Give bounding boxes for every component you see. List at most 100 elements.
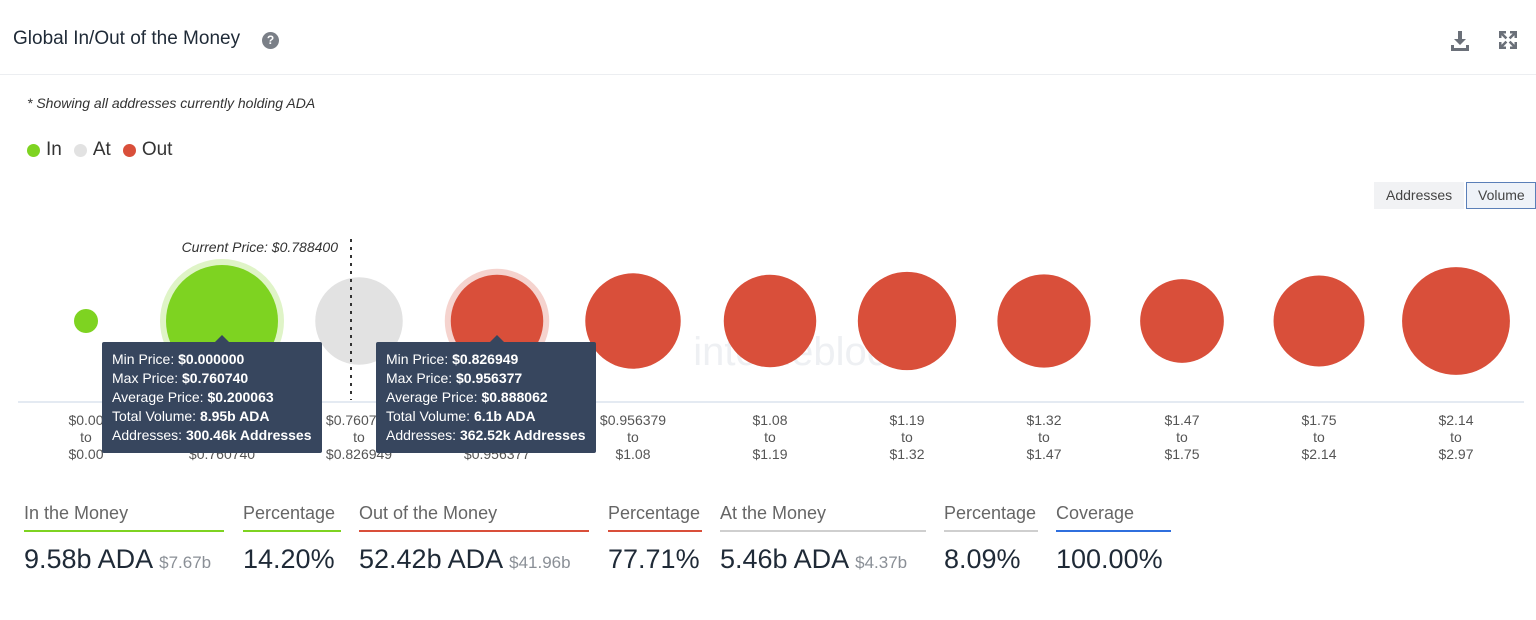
stat-usd: $41.96b xyxy=(509,553,571,572)
x-tick-to-value: $1.08 xyxy=(615,446,650,462)
tt-avg-price: $0.200063 xyxy=(207,389,274,405)
x-tick-to-value: $0.826949 xyxy=(326,446,392,462)
tt-label: Total Volume: xyxy=(112,408,200,424)
stat-label: Percentage xyxy=(243,503,341,532)
legend-dot-out xyxy=(122,143,136,157)
x-tick-to-value: $2.14 xyxy=(1301,446,1336,462)
legend-item-out[interactable]: Out xyxy=(122,139,173,161)
x-tick-to: to xyxy=(1450,429,1462,445)
x-tick-to: to xyxy=(1176,429,1188,445)
legend-dot-at xyxy=(73,143,87,157)
x-tick-to-value: $1.75 xyxy=(1164,446,1199,462)
x-tick-from: $0.760740 xyxy=(326,412,392,428)
stat-value: 77.71% xyxy=(608,544,700,574)
tt-min-price: $0.826949 xyxy=(452,351,519,367)
tooltip-in-bucket: Min Price: $0.000000 Max Price: $0.76074… xyxy=(102,335,322,453)
stat-label: Out of the Money xyxy=(359,503,589,532)
x-tick-from: $1.75 xyxy=(1301,412,1336,428)
tt-label: Addresses: xyxy=(112,427,186,443)
volume-toggle-button[interactable]: Volume xyxy=(1466,182,1536,209)
tt-label: Average Price: xyxy=(386,389,482,405)
x-tick-to: to xyxy=(80,429,92,445)
legend-dot-in xyxy=(27,143,40,157)
addresses-toggle-button[interactable]: Addresses xyxy=(1374,182,1465,209)
bubble-in-0[interactable] xyxy=(74,309,98,333)
bubble-out-8[interactable] xyxy=(1140,279,1224,363)
stat-in-the-money: In the Money 9.58b ADA $7.67b xyxy=(24,503,224,575)
stat-value: 100.00% xyxy=(1056,544,1163,574)
tooltip-arrow xyxy=(490,335,504,342)
stat-coverage: Coverage 100.00% xyxy=(1056,503,1171,575)
tt-volume: 6.1b ADA xyxy=(473,408,536,424)
bubble-out-6[interactable] xyxy=(857,271,957,371)
tt-label: Max Price: xyxy=(112,370,183,386)
expand-icon[interactable] xyxy=(1496,28,1520,52)
x-tick-from: $1.32 xyxy=(1026,412,1061,428)
tt-volume: 8.95b ADA xyxy=(199,408,270,424)
tt-label: Min Price: xyxy=(386,351,453,367)
x-tick-from: $1.47 xyxy=(1164,412,1199,428)
current-price-label: Current Price: $0.788400 xyxy=(182,239,339,255)
tt-addresses: 362.52k Addresses xyxy=(459,427,586,443)
tt-label: Max Price: xyxy=(386,370,457,386)
legend-label-in: In xyxy=(46,139,62,160)
stat-usd: $4.37b xyxy=(855,553,908,572)
tt-label: Average Price: xyxy=(112,389,208,405)
x-tick-to: to xyxy=(1313,429,1325,445)
stat-at-the-money: At the Money 5.46b ADA $4.37b xyxy=(720,503,926,575)
stat-amount: 5.46b ADA xyxy=(720,544,848,574)
stat-value: 9.58b ADA $7.67b xyxy=(24,544,224,575)
tt-max-price: $0.760740 xyxy=(182,370,249,386)
tt-label: Addresses: xyxy=(386,427,460,443)
tt-addresses: 300.46k Addresses xyxy=(185,427,312,443)
x-tick-from: $1.08 xyxy=(752,412,787,428)
x-tick-to-value: $1.19 xyxy=(752,446,787,462)
x-tick-to-value: $1.32 xyxy=(889,446,924,462)
tt-label: Min Price: xyxy=(112,351,179,367)
tt-label: Total Volume: xyxy=(386,408,474,424)
tt-avg-price: $0.888062 xyxy=(481,389,548,405)
stat-out-of-the-money: Out of the Money 52.42b ADA $41.96b xyxy=(359,503,589,575)
holders-note: * Showing all addresses currently holdin… xyxy=(27,95,316,111)
stat-out-percentage: Percentage 77.71% xyxy=(608,503,702,575)
bubble-out-7[interactable] xyxy=(997,274,1091,368)
x-tick-to: to xyxy=(764,429,776,445)
stat-value: 5.46b ADA $4.37b xyxy=(720,544,926,575)
tt-min-price: $0.000000 xyxy=(178,351,245,367)
bubble-out-5[interactable] xyxy=(723,274,817,368)
stat-amount: 52.42b ADA xyxy=(359,544,502,574)
stat-amount: 9.58b ADA xyxy=(24,544,152,574)
stat-at-percentage: Percentage 8.09% xyxy=(944,503,1038,575)
bubble-out-4[interactable] xyxy=(585,273,681,369)
stat-value: 14.20% xyxy=(243,544,335,574)
legend-item-at[interactable]: At xyxy=(73,139,111,161)
bubble-out-10[interactable] xyxy=(1402,267,1510,375)
stat-value: 52.42b ADA $41.96b xyxy=(359,544,589,575)
x-tick-to: to xyxy=(627,429,639,445)
x-tick-to-value: $1.47 xyxy=(1026,446,1061,462)
stat-label: In the Money xyxy=(24,503,224,532)
stat-label: Percentage xyxy=(944,503,1038,532)
stat-label: Percentage xyxy=(608,503,702,532)
x-tick-from: $0.00 xyxy=(68,412,103,428)
chart-legend: In At Out xyxy=(27,139,172,161)
download-icon[interactable] xyxy=(1448,28,1472,52)
tooltip-arrow xyxy=(215,335,229,342)
legend-item-in[interactable]: In xyxy=(27,139,62,161)
stat-usd: $7.67b xyxy=(159,553,212,572)
x-tick-from: $1.19 xyxy=(889,412,924,428)
x-tick-to: to xyxy=(901,429,913,445)
legend-label-out: Out xyxy=(141,139,173,160)
stat-in-percentage: Percentage 14.20% xyxy=(243,503,341,575)
stat-label: Coverage xyxy=(1056,503,1171,532)
widget-header: Global In/Out of the Money ? xyxy=(0,0,1536,75)
help-icon[interactable]: ? xyxy=(262,32,279,49)
stat-value: 8.09% xyxy=(944,544,1021,574)
x-tick-from: $2.14 xyxy=(1438,412,1473,428)
legend-label-at: At xyxy=(92,139,111,160)
bubble-out-9[interactable] xyxy=(1273,275,1365,367)
x-tick-to: to xyxy=(353,429,365,445)
tt-max-price: $0.956377 xyxy=(456,370,523,386)
x-tick-to-value: $2.97 xyxy=(1438,446,1473,462)
tooltip-out-bucket: Min Price: $0.826949 Max Price: $0.95637… xyxy=(376,335,596,453)
